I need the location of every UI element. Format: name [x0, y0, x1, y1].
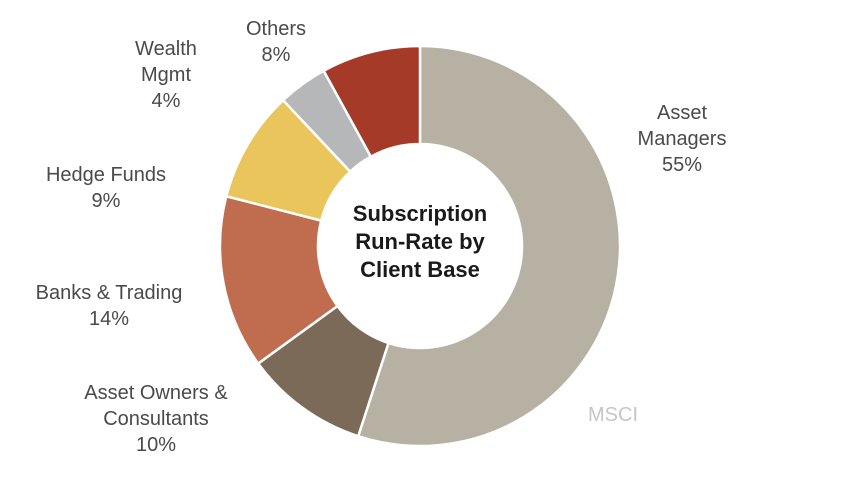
label-hedge-funds-value: 9%	[91, 190, 121, 212]
center-title: Subscription Run-Rate by Client Base	[322, 200, 518, 284]
watermark: MSCI	[588, 404, 638, 426]
label-others-value: 8%	[261, 44, 291, 66]
label-wealth-mgmt: Wealth Mgmt 4%	[116, 36, 216, 114]
label-asset-owners-line1: Asset Owners &	[84, 382, 228, 404]
center-title-line1: Subscription	[352, 201, 488, 226]
label-asset-managers-value: 55%	[661, 154, 703, 176]
label-banks-trading-value: 14%	[88, 308, 130, 330]
center-title-line3: Client Base	[360, 257, 480, 282]
label-asset-owners-value: 10%	[135, 434, 177, 456]
label-asset-managers-line1: Asset	[656, 102, 708, 124]
label-hedge-funds: Hedge Funds 9%	[26, 162, 186, 214]
label-asset-owners: Asset Owners & Consultants 10%	[56, 380, 256, 458]
label-wealth-mgmt-line1: Wealth	[135, 38, 197, 60]
label-wealth-mgmt-line2: Mgmt	[141, 64, 191, 86]
donut-slices	[218, 44, 622, 448]
slice-asset-managers	[356, 44, 622, 448]
center-title-line2: Run-Rate by	[355, 229, 485, 254]
label-banks-trading-line1: Banks & Trading	[35, 282, 183, 304]
label-asset-managers-line2: Managers	[637, 128, 727, 150]
label-hedge-funds-line1: Hedge Funds	[45, 164, 167, 186]
label-asset-managers: Asset Managers 55%	[612, 100, 752, 178]
label-asset-owners-line2: Consultants	[103, 408, 209, 430]
label-banks-trading: Banks & Trading 14%	[14, 280, 204, 332]
label-others-line1: Others	[245, 18, 307, 40]
label-wealth-mgmt-value: 4%	[151, 90, 181, 112]
slice-others	[321, 44, 422, 159]
label-others: Others 8%	[226, 16, 326, 68]
